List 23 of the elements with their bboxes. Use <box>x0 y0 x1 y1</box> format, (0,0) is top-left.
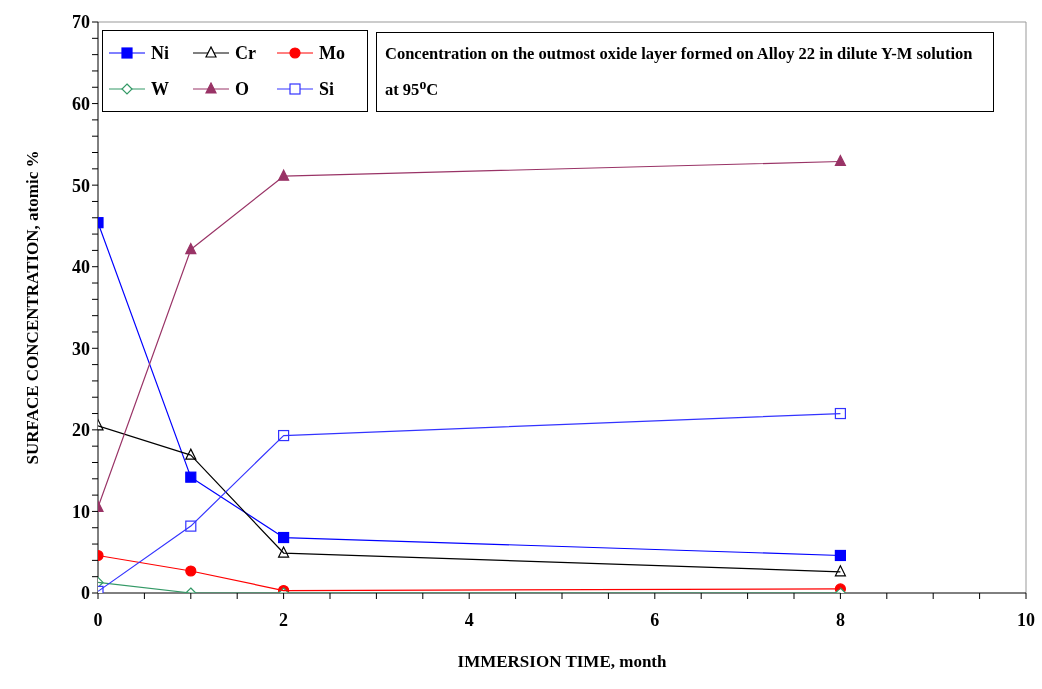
y-tick-label: 50 <box>72 175 90 196</box>
y-tick-label: 10 <box>72 501 90 522</box>
legend-label: O <box>235 78 250 100</box>
y-tick-label: 60 <box>72 93 90 114</box>
y-tick-label: 70 <box>72 12 90 33</box>
text: Concentration on the outmost oxide layer formed on Alloy 22 in dilute Y-M solution at 95$^{o}$C <box>385 44 973 99</box>
legend-label: Cr <box>235 42 256 64</box>
x-tick-label: 2 <box>279 609 289 630</box>
legend-label: W <box>151 78 169 100</box>
x-tick-label: 6 <box>650 609 660 630</box>
y-tick-label: 30 <box>72 338 90 359</box>
x-tick-label: 0 <box>93 609 103 630</box>
x-tick-label: 8 <box>835 609 845 630</box>
y-tick-label: 20 <box>72 420 90 441</box>
legend-label: Mo <box>319 42 345 64</box>
legend-label: Ni <box>151 42 169 64</box>
legend-label: Si <box>319 78 335 100</box>
y-tick-label: 40 <box>72 257 90 278</box>
y-axis-title: SURFACE CONCENTRATION, atomic % <box>23 150 43 465</box>
y-tick-label: 0 <box>81 583 90 604</box>
x-tick-label: 10 <box>1017 609 1035 630</box>
x-tick-label: 4 <box>464 609 474 630</box>
x-axis-title: IMMERSION TIME, month <box>457 652 667 671</box>
